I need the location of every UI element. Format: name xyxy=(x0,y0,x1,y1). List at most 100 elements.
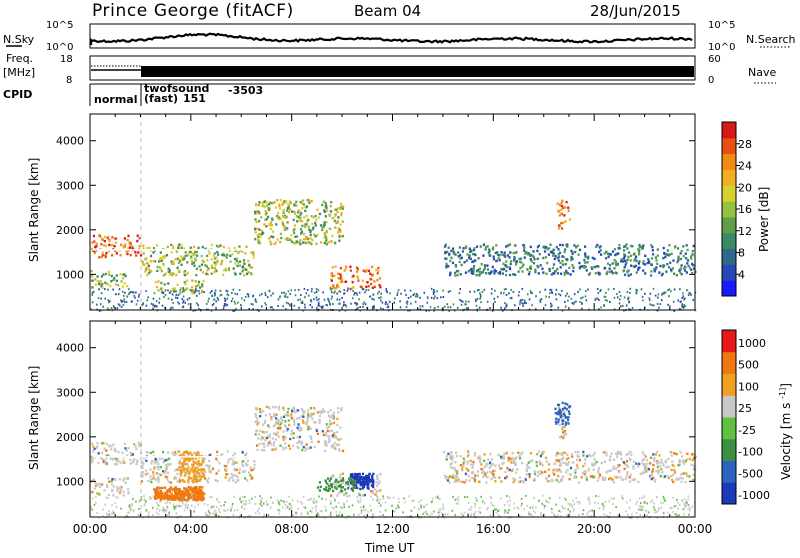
data-cell xyxy=(104,448,106,450)
data-cell xyxy=(322,291,324,293)
data-cell xyxy=(250,272,252,274)
data-cell xyxy=(276,199,278,201)
data-cell xyxy=(454,480,456,482)
data-cell xyxy=(591,510,593,512)
data-cell xyxy=(313,216,315,218)
data-cell xyxy=(489,471,491,473)
data-cell xyxy=(385,301,387,303)
data-cell xyxy=(492,463,494,465)
data-cell xyxy=(102,459,104,461)
data-cell xyxy=(581,303,583,305)
data-cell xyxy=(688,508,690,510)
data-cell xyxy=(187,504,189,506)
data-cell xyxy=(214,479,216,481)
data-cell xyxy=(97,275,99,277)
data-cell xyxy=(524,300,526,302)
data-cell xyxy=(291,210,293,212)
data-cell xyxy=(314,421,316,423)
y-tick-label: 3000 xyxy=(56,179,84,192)
data-cell xyxy=(297,299,299,301)
data-cell xyxy=(689,292,691,294)
data-cell xyxy=(200,464,202,466)
data-cell xyxy=(493,272,495,274)
data-cell xyxy=(553,473,555,475)
data-cell xyxy=(207,465,209,467)
data-cell xyxy=(216,472,218,474)
data-cell xyxy=(151,303,153,305)
data-cell xyxy=(683,503,685,505)
data-cell xyxy=(676,499,678,501)
data-cell xyxy=(617,264,619,266)
data-cell xyxy=(202,468,204,470)
data-cell xyxy=(159,501,161,503)
data-cell xyxy=(295,201,297,203)
data-cell xyxy=(526,505,528,507)
data-cell xyxy=(111,478,113,480)
data-cell xyxy=(555,270,557,272)
data-cell xyxy=(447,513,449,515)
data-cell xyxy=(565,433,567,435)
data-cell xyxy=(319,305,321,307)
data-cell xyxy=(149,247,151,249)
data-cell xyxy=(235,481,237,483)
data-cell xyxy=(285,296,287,298)
data-cell xyxy=(413,500,415,502)
data-cell xyxy=(349,266,351,268)
data-cell xyxy=(360,483,362,485)
data-cell xyxy=(548,469,550,471)
data-cell xyxy=(201,283,203,285)
data-cell xyxy=(149,498,151,500)
data-cell xyxy=(107,289,109,291)
data-cell xyxy=(158,504,160,506)
data-cell xyxy=(517,506,519,508)
data-cell xyxy=(622,497,624,499)
data-cell xyxy=(324,411,326,413)
data-cell xyxy=(190,257,192,259)
data-cell xyxy=(567,300,569,302)
x-tick-label: 08:00 xyxy=(274,522,309,536)
colorbar-tick-label: 500 xyxy=(738,359,759,372)
data-cell xyxy=(498,254,500,256)
data-cell xyxy=(686,459,688,461)
data-cell xyxy=(167,507,169,509)
data-cell xyxy=(511,457,513,459)
data-cell xyxy=(560,273,562,275)
data-cell xyxy=(641,497,643,499)
data-cell xyxy=(379,286,381,288)
data-cell xyxy=(242,500,244,502)
data-cell xyxy=(186,280,188,282)
data-cell xyxy=(563,256,565,258)
data-cell xyxy=(93,235,95,237)
data-cell xyxy=(535,295,537,297)
data-cell xyxy=(343,301,345,303)
data-cell xyxy=(457,503,459,505)
data-cell xyxy=(183,306,185,308)
data-cell xyxy=(181,454,183,456)
data-cell xyxy=(450,257,452,259)
nsky-tick-bottom: 10^0 xyxy=(46,42,73,53)
data-cell xyxy=(148,272,150,274)
data-cell xyxy=(503,455,505,457)
data-cell xyxy=(536,453,538,455)
data-cell xyxy=(290,508,292,510)
data-cell xyxy=(420,507,422,509)
data-cell xyxy=(257,437,259,439)
data-cell xyxy=(285,447,287,449)
data-cell xyxy=(477,470,479,472)
data-cell xyxy=(569,413,571,415)
data-cell xyxy=(683,513,685,515)
data-cell xyxy=(190,486,192,488)
data-cell xyxy=(293,219,295,221)
data-cell xyxy=(673,452,675,454)
data-cell xyxy=(323,434,325,436)
data-cell xyxy=(448,476,450,478)
data-cell xyxy=(272,502,274,504)
data-cell xyxy=(273,415,275,417)
data-cell xyxy=(264,302,266,304)
data-cell xyxy=(161,509,163,511)
data-cell xyxy=(513,481,515,483)
data-cell xyxy=(457,270,459,272)
data-cell xyxy=(320,241,322,243)
data-cell xyxy=(660,303,662,305)
data-cell xyxy=(587,469,589,471)
